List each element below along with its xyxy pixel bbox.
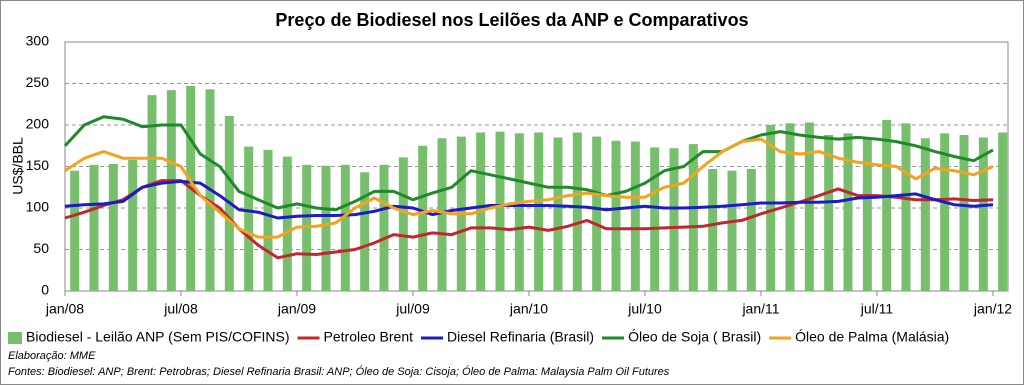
bar: [128, 159, 138, 291]
line: [64, 179, 994, 260]
bar: [650, 147, 660, 291]
bar: [89, 164, 99, 291]
bar: [785, 123, 795, 291]
x-tick-label: jul/11: [860, 301, 894, 317]
bar: [630, 141, 640, 291]
bar: [572, 132, 582, 291]
bar: [108, 164, 118, 291]
legend-label: Diesel Refinaria (Brasil): [447, 329, 594, 345]
bar: [379, 164, 389, 291]
line: [64, 137, 994, 239]
bar: [611, 140, 621, 291]
y-tick-label: 250: [26, 74, 50, 90]
bar: [418, 145, 428, 291]
bar: [978, 137, 988, 291]
bar: [727, 170, 737, 291]
x-tick-label: jul/10: [627, 301, 662, 317]
bar: [862, 137, 872, 291]
bar: [824, 134, 834, 291]
y-axis-title: US$/BBL: [10, 137, 26, 195]
y-tick-label: 50: [33, 240, 49, 256]
bar: [998, 132, 1008, 291]
x-tick-label: jan/08: [45, 301, 84, 317]
bar: [746, 168, 756, 291]
x-tick-label: jan/10: [509, 301, 548, 317]
y-tick-label: 100: [26, 199, 50, 215]
bar: [882, 120, 892, 292]
legend-label: Petroleo Brent: [324, 329, 414, 345]
bar: [959, 134, 969, 291]
bar: [940, 133, 950, 291]
x-tick-label: jul/08: [163, 301, 198, 317]
bar: [688, 144, 698, 291]
chart-title: Preço de Biodiesel nos Leilões da ANP e …: [275, 10, 748, 30]
bar: [534, 132, 544, 291]
bar: [263, 149, 273, 291]
bar: [166, 90, 176, 291]
bar: [843, 133, 853, 291]
bar: [321, 165, 331, 291]
bar: [901, 123, 911, 291]
bar: [437, 138, 447, 291]
x-tick-label: jul/09: [395, 301, 430, 317]
y-tick-label: 200: [26, 116, 50, 132]
legend-label: Óleo de Soja ( Brasil): [628, 329, 761, 345]
note: Fontes: Biodiesel: ANP; Brent: Petrobras…: [8, 365, 670, 378]
legend-label: Óleo de Palma (Malásia): [795, 329, 949, 345]
bar: [398, 157, 408, 291]
bar: [244, 146, 254, 291]
bar: [70, 170, 80, 291]
bar: [147, 95, 157, 292]
bar: [514, 133, 524, 291]
bar: [592, 136, 602, 291]
legend-label: Biodiesel - Leilão ANP (Sem PIS/COFINS): [26, 329, 290, 345]
y-tick-label: 0: [41, 282, 49, 298]
bar: [553, 137, 563, 291]
y-tick-label: 300: [26, 33, 50, 49]
x-tick-label: jan/12: [973, 301, 1012, 317]
x-tick-label: jan/11: [741, 301, 779, 317]
line: [63, 115, 994, 212]
bar: [669, 148, 679, 291]
bar: [282, 156, 292, 291]
bar: [360, 172, 370, 291]
line: [64, 179, 994, 220]
y-tick-label: 150: [26, 157, 50, 173]
legend-swatch: [8, 332, 22, 344]
bar: [920, 138, 930, 291]
bar: [708, 168, 718, 291]
x-tick-label: jan/09: [277, 301, 316, 317]
bar: [340, 164, 350, 291]
bar: [766, 125, 776, 291]
bar: [804, 122, 814, 291]
note: Elaboração: MME: [8, 350, 96, 362]
bar: [495, 131, 505, 291]
